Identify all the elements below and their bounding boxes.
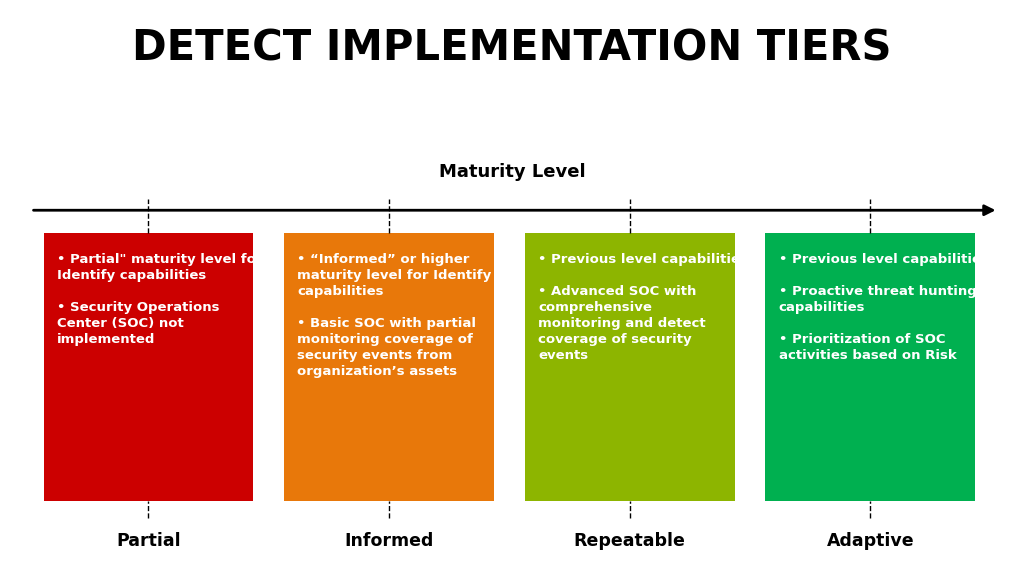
Text: Repeatable: Repeatable (573, 532, 686, 551)
Text: • “Informed” or higher
maturity level for Identify
capabilities

• Basic SOC wit: • “Informed” or higher maturity level fo… (298, 253, 492, 378)
Bar (524, 233, 734, 501)
Text: Partial: Partial (116, 532, 181, 551)
FancyArrowPatch shape (34, 206, 992, 215)
Bar (43, 233, 254, 501)
Text: Informed: Informed (344, 532, 434, 551)
Bar (285, 233, 495, 501)
Text: Adaptive: Adaptive (826, 532, 914, 551)
Text: Maturity Level: Maturity Level (438, 164, 586, 181)
Text: DETECT IMPLEMENTATION TIERS: DETECT IMPLEMENTATION TIERS (132, 28, 892, 70)
Text: • Partial" maturity level for
Identify capabilities

• Security Operations
Cente: • Partial" maturity level for Identify c… (56, 253, 262, 346)
Bar (765, 233, 975, 501)
Text: • Previous level capabilities

• Advanced SOC with
comprehensive
monitoring and : • Previous level capabilities • Advanced… (539, 253, 748, 362)
Text: • Previous level capabilities

• Proactive threat hunting
capabilities

• Priori: • Previous level capabilities • Proactiv… (778, 253, 988, 362)
